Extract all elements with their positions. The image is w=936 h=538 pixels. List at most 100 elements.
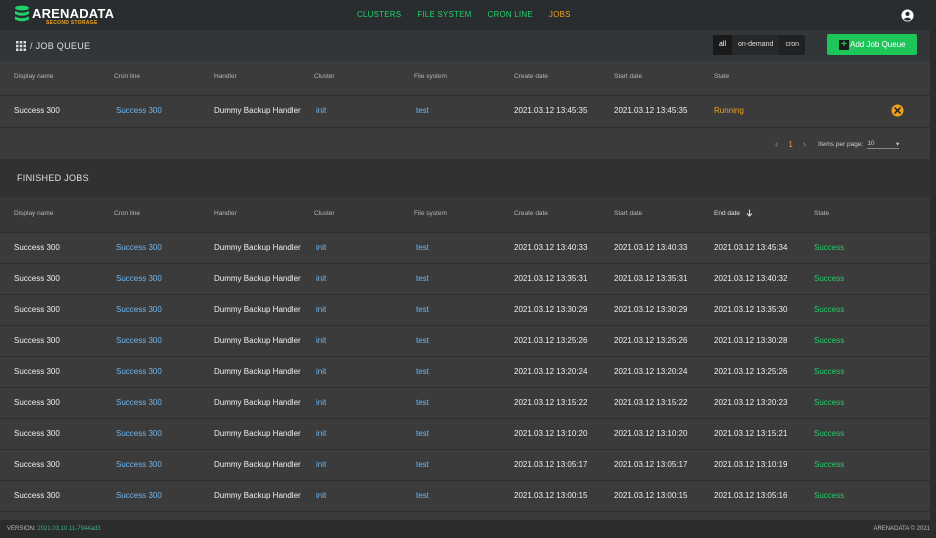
cell-file-system-link[interactable]: test: [416, 106, 429, 115]
brand-name: ARENADATA: [32, 6, 115, 21]
jq-col-display-name[interactable]: Display name: [14, 73, 54, 80]
scrollbar[interactable]: [930, 30, 936, 520]
cell-create-date: 2021.03.12 13:20:24: [514, 367, 588, 376]
jq-col-create-date[interactable]: Create date: [514, 73, 548, 80]
cell-file-system-link[interactable]: test: [416, 274, 429, 283]
cell-cron-line-link[interactable]: Success 300: [116, 429, 162, 438]
nav-jobs[interactable]: JOBS: [548, 10, 571, 19]
filter-all[interactable]: all: [713, 35, 733, 55]
fj-col-file-system[interactable]: File system: [414, 210, 447, 217]
fj-col-handler[interactable]: Handler: [214, 210, 237, 217]
cell-file-system-link[interactable]: test: [416, 243, 429, 252]
version-info: VERSION: 2021.03.10.11-7944ad3: [7, 526, 101, 532]
divider: [0, 480, 930, 481]
fj-col-end-date[interactable]: End date: [714, 210, 741, 217]
cancel-icon[interactable]: [891, 104, 904, 117]
cell-cluster-link[interactable]: init: [316, 491, 327, 500]
cell-create-date: 2021.03.12 13:15:22: [514, 398, 588, 407]
cell-cron-line-link[interactable]: Success 300: [116, 398, 162, 407]
cell-file-system-link[interactable]: test: [416, 460, 429, 469]
divider: [0, 325, 930, 326]
divider: [0, 356, 930, 357]
cell-cron-line-link[interactable]: Success 300: [116, 106, 162, 115]
items-per-page-value: 10: [867, 139, 875, 147]
fj-col-create-date[interactable]: Create date: [514, 210, 548, 217]
nav-cron-line[interactable]: CRON LINE: [487, 10, 533, 19]
cell-display-name: Success 300: [14, 491, 60, 500]
cell-cluster-link[interactable]: init: [316, 336, 327, 345]
jq-col-cluster[interactable]: Cluster: [314, 73, 335, 80]
finished-columns-bar: [0, 197, 930, 233]
cell-create-date: 2021.03.12 13:35:31: [514, 274, 588, 283]
cell-cluster-link[interactable]: init: [316, 398, 327, 407]
cell-end-date: 2021.03.12 13:45:34: [714, 243, 788, 252]
nav-file-system[interactable]: FILE SYSTEM: [417, 10, 472, 19]
fj-col-cron-line[interactable]: Cron line: [114, 210, 141, 217]
nav-clusters[interactable]: CLUSTERS: [357, 10, 402, 19]
add-job-queue-button[interactable]: + Add Job Queue: [827, 34, 917, 55]
cell-cron-line-link[interactable]: Success 300: [116, 460, 162, 469]
cell-file-system-link[interactable]: test: [416, 429, 429, 438]
cell-file-system-link[interactable]: test: [416, 305, 429, 314]
finished-jobs-title: FINISHED JOBS: [17, 173, 89, 183]
finished-jobs-header: [0, 159, 936, 197]
cell-display-name: Success 300: [14, 398, 60, 407]
cell-handler: Dummy Backup Handler: [214, 491, 301, 500]
cell-cluster-link[interactable]: init: [316, 460, 327, 469]
cell-create-date: 2021.03.12 13:00:15: [514, 491, 588, 500]
version-label: VERSION:: [7, 526, 36, 532]
cell-cron-line-link[interactable]: Success 300: [116, 367, 162, 376]
jq-col-file-system[interactable]: File system: [414, 73, 447, 80]
cell-cluster-link[interactable]: init: [316, 106, 327, 115]
jq-col-cron-line[interactable]: Cron line: [114, 73, 141, 80]
cell-create-date: 2021.03.12 13:40:33: [514, 243, 588, 252]
chevron-left-icon[interactable]: ‹: [775, 138, 779, 150]
cell-cluster-link[interactable]: init: [316, 429, 327, 438]
user-icon[interactable]: [901, 9, 914, 22]
cell-cluster-link[interactable]: init: [316, 243, 327, 252]
cell-cron-line-link[interactable]: Success 300: [116, 305, 162, 314]
cell-cron-line-link[interactable]: Success 300: [116, 243, 162, 252]
cell-file-system-link[interactable]: test: [416, 367, 429, 376]
cell-handler: Dummy Backup Handler: [214, 305, 301, 314]
grid-icon: [16, 41, 26, 51]
cell-file-system-link[interactable]: test: [416, 491, 429, 500]
jq-col-state[interactable]: State: [714, 73, 730, 80]
divider: [0, 263, 930, 264]
cell-cluster-link[interactable]: init: [316, 367, 327, 376]
cell-start-date: 2021.03.12 13:05:17: [614, 460, 688, 469]
cell-cluster-link[interactable]: init: [316, 305, 327, 314]
cell-start-date: 2021.03.12 13:25:26: [614, 336, 688, 345]
cell-display-name: Success 300: [14, 367, 60, 376]
copyright: ARENADATA © 2021: [873, 526, 930, 532]
fj-col-display-name[interactable]: Display name: [14, 210, 54, 217]
filter-on-demand[interactable]: on-demand: [732, 35, 780, 55]
cell-end-date: 2021.03.12 13:25:26: [714, 367, 788, 376]
logo[interactable]: ARENADATA SECOND STORAGE: [14, 4, 124, 26]
chevron-right-icon[interactable]: ›: [802, 138, 807, 150]
items-per-page-select[interactable]: 10 ▾: [867, 139, 900, 149]
version-value: 2021.03.10.11-7944ad3: [37, 526, 101, 532]
cell-start-date: 2021.03.12 13:40:33: [614, 243, 688, 252]
cell-cron-line-link[interactable]: Success 300: [116, 491, 162, 500]
cell-create-date: 2021.03.12 13:25:26: [514, 336, 588, 345]
jq-col-handler[interactable]: Handler: [214, 73, 237, 80]
jq-col-start-date[interactable]: Start date: [614, 73, 643, 80]
cell-start-date: 2021.03.12 13:15:22: [614, 398, 688, 407]
fj-col-state[interactable]: State: [814, 210, 830, 217]
cell-state-success: Success: [814, 367, 845, 376]
cell-file-system-link[interactable]: test: [416, 398, 429, 407]
fj-col-start-date[interactable]: Start date: [614, 210, 643, 217]
plus-icon: +: [839, 39, 849, 50]
cell-cron-line-link[interactable]: Success 300: [116, 274, 162, 283]
arrow-down-icon[interactable]: [746, 209, 753, 217]
cell-handler: Dummy Backup Handler: [214, 274, 301, 283]
current-page[interactable]: 1: [788, 139, 793, 149]
cell-display-name: Success 300: [14, 429, 60, 438]
cell-cron-line-link[interactable]: Success 300: [116, 336, 162, 345]
filter-cron[interactable]: cron: [785, 41, 800, 48]
cell-handler: Dummy Backup Handler: [214, 460, 301, 469]
fj-col-cluster[interactable]: Cluster: [314, 210, 335, 217]
cell-file-system-link[interactable]: test: [416, 336, 429, 345]
cell-cluster-link[interactable]: init: [316, 274, 327, 283]
